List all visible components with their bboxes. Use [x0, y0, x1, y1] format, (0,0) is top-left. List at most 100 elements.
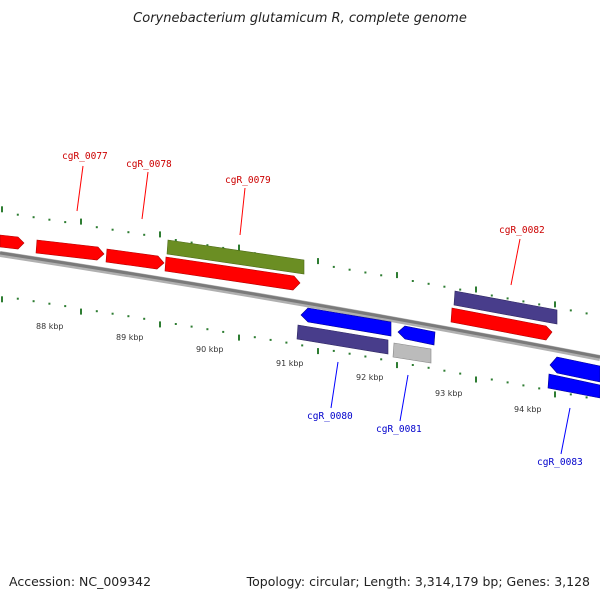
gene-cgR-0081[interactable] — [397, 325, 436, 346]
accession-text: Accession: NC_009342 — [9, 574, 152, 589]
kbp-label: 89 kbp — [116, 333, 144, 342]
major-tick — [554, 391, 556, 398]
leader-cgR-0078 — [141, 171, 149, 220]
minor-tick — [332, 265, 335, 268]
gene-labels: cgR_0077 cgR_0078 cgR_0079 cgR_0082 cgR_… — [62, 151, 583, 468]
gene-cgR-0079[interactable] — [164, 256, 301, 291]
major-tick — [475, 286, 477, 293]
gene-cgR-0080[interactable] — [300, 307, 392, 337]
gene-cgR-0083-track2[interactable] — [547, 373, 600, 399]
gene-cgR-0083[interactable] — [549, 356, 600, 383]
minor-tick — [143, 233, 146, 236]
minor-tick — [411, 364, 414, 366]
gene-label-cgR-0077[interactable]: cgR_0077 — [62, 151, 108, 162]
minor-tick — [174, 239, 177, 241]
gene-cgR-0080-homolog[interactable] — [296, 324, 389, 355]
minor-tick — [16, 297, 19, 300]
minor-tick — [222, 330, 225, 333]
gene-cgR-0081-homolog[interactable] — [392, 342, 432, 364]
gene-label-cgR-0082[interactable]: cgR_0082 — [499, 225, 545, 236]
kbp-label: 90 kbp — [196, 345, 224, 354]
leader-cgR-0080 — [330, 361, 339, 409]
minor-tick — [253, 336, 256, 339]
gene-label-cgR-0083[interactable]: cgR_0083 — [537, 457, 583, 468]
minor-tick — [427, 366, 430, 369]
major-tick — [396, 362, 398, 369]
major-tick — [80, 218, 82, 225]
reverse-strand-genes — [300, 307, 600, 399]
gene-label-leaders — [76, 165, 571, 455]
major-tick — [317, 348, 319, 355]
major-tick — [1, 206, 3, 213]
minor-tick — [380, 358, 383, 361]
minor-tick — [127, 315, 130, 318]
minor-tick — [95, 226, 98, 229]
leader-cgR-0077 — [76, 165, 84, 212]
minor-tick — [348, 352, 351, 355]
minor-tick — [364, 355, 367, 358]
minor-tick — [538, 303, 541, 306]
minor-tick — [364, 271, 367, 274]
gene-cgR-0078[interactable] — [105, 248, 165, 270]
genome-summary-text: Topology: circular; Length: 3,314,179 bp… — [246, 574, 590, 589]
minor-tick — [490, 378, 493, 381]
backbone — [0, 251, 600, 361]
gene-label-cgR-0078[interactable]: cgR_0078 — [126, 159, 172, 170]
kbp-label: 91 kbp — [276, 359, 304, 368]
minor-tick — [506, 381, 509, 384]
gene-cgR-0079-homolog[interactable] — [166, 239, 305, 275]
minor-tick — [522, 300, 525, 303]
backbone-line — [0, 251, 600, 359]
gene-cgR-0077[interactable] — [35, 239, 105, 261]
minor-tick — [111, 312, 114, 315]
kbp-label: 94 kbp — [514, 405, 542, 414]
major-tick — [554, 301, 556, 308]
minor-tick — [411, 280, 414, 282]
minor-tick — [490, 294, 493, 297]
gene-forward[interactable] — [0, 234, 25, 250]
minor-tick — [64, 221, 67, 224]
major-tick — [396, 272, 398, 279]
related-tracks — [166, 239, 558, 364]
minor-tick — [380, 274, 383, 277]
minor-tick — [111, 228, 114, 231]
minor-tick — [585, 312, 588, 315]
leader-cgR-0083 — [560, 407, 571, 455]
gene-label-cgR-0080[interactable]: cgR_0080 — [307, 411, 353, 422]
major-tick — [475, 376, 477, 383]
major-tick — [1, 296, 3, 303]
minor-tick — [427, 282, 430, 285]
leader-cgR-0079 — [239, 187, 246, 236]
minor-tick — [190, 325, 193, 328]
minor-tick — [443, 369, 446, 372]
kbp-label: 92 kbp — [356, 373, 384, 382]
minor-tick — [127, 231, 130, 234]
minor-tick — [95, 310, 98, 313]
major-tick — [317, 258, 319, 265]
minor-tick — [443, 285, 446, 288]
major-tick — [238, 334, 240, 341]
gene-label-cgR-0081[interactable]: cgR_0081 — [376, 424, 422, 435]
forward-strand-genes — [0, 234, 553, 341]
minor-tick — [569, 309, 572, 312]
minor-tick — [348, 268, 351, 271]
gene-cgR-0082[interactable] — [450, 307, 553, 341]
gene-label-cgR-0079[interactable]: cgR_0079 — [225, 175, 271, 186]
kbp-labels: 88 kbp 89 kbp 90 kbp 91 kbp 92 kbp 93 kb… — [36, 322, 542, 414]
minor-tick — [285, 341, 288, 344]
minor-tick — [32, 216, 35, 219]
leader-cgR-0082 — [510, 238, 521, 286]
leader-cgR-0081 — [399, 374, 409, 422]
gene-cgR-0082-homolog[interactable] — [453, 290, 558, 325]
inner-tick-ring — [1, 296, 588, 399]
minor-tick — [522, 384, 525, 387]
minor-tick — [506, 297, 509, 300]
minor-tick — [206, 328, 209, 331]
minor-tick — [190, 241, 193, 244]
major-tick — [238, 244, 240, 251]
minor-tick — [206, 244, 209, 247]
minor-tick — [538, 387, 541, 390]
minor-tick — [16, 213, 19, 216]
